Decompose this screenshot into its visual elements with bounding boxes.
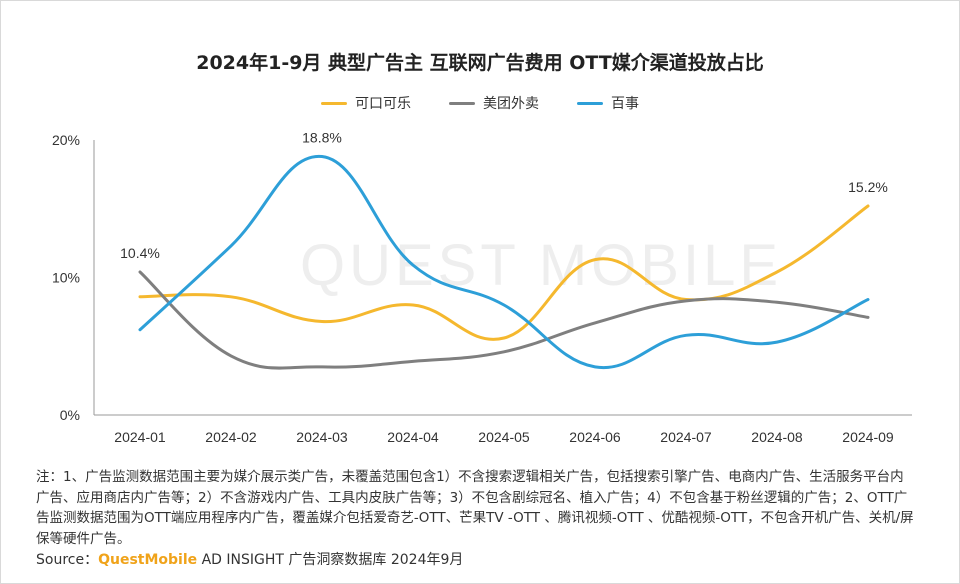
source-suffix: AD INSIGHT 广告洞察数据库 2024年9月 [197, 552, 464, 568]
chart-legend: 可口可乐 美团外卖 百事 [0, 93, 960, 113]
data-label: 18.8% [302, 130, 342, 146]
watermark-text: QUEST MOBILE [300, 233, 783, 298]
legend-label-2: 百事 [611, 96, 639, 112]
legend-swatch-1 [449, 101, 475, 105]
y-tick-label: 10% [52, 270, 80, 286]
legend-item-2: 百事 [577, 93, 639, 113]
source-line: Source：QuestMobile AD INSIGHT 广告洞察数据库 20… [36, 549, 463, 569]
legend-item-1: 美团外卖 [449, 93, 539, 113]
legend-label-0: 可口可乐 [355, 96, 411, 112]
x-tick-label: 2024-06 [569, 429, 621, 445]
footnote-text: 注：1、广告监测数据范围主要为媒介展示类广告，未覆盖范围包含1）不含搜索逻辑相关… [36, 469, 914, 547]
legend-swatch-0 [321, 101, 347, 105]
x-tick-label: 2024-02 [205, 429, 257, 445]
chart-title: 2024年1-9月 典型广告主 互联网广告费用 OTT媒介渠道投放占比 [196, 52, 764, 74]
data-label: 15.2% [848, 179, 888, 195]
legend-label-1: 美团外卖 [483, 96, 539, 112]
x-tick-label: 2024-08 [751, 429, 803, 445]
series-line-2 [138, 154, 870, 370]
y-tick-label: 0% [60, 407, 80, 423]
legend-item-0: 可口可乐 [321, 93, 411, 113]
data-label: 10.4% [120, 245, 160, 261]
x-tick-label: 2024-01 [114, 429, 166, 445]
legend-swatch-2 [577, 101, 603, 105]
x-tick-label: 2024-07 [660, 429, 712, 445]
series-line-0 [138, 204, 870, 341]
x-tick-label: 2024-05 [478, 429, 530, 445]
source-prefix: Source： [36, 552, 99, 568]
x-tick-label: 2024-04 [387, 429, 439, 445]
x-tick-label: 2024-09 [842, 429, 894, 445]
source-brand: QuestMobile [98, 552, 198, 568]
y-tick-label: 20% [52, 132, 80, 148]
series-line-1 [138, 270, 870, 370]
x-tick-label: 2024-03 [296, 429, 348, 445]
